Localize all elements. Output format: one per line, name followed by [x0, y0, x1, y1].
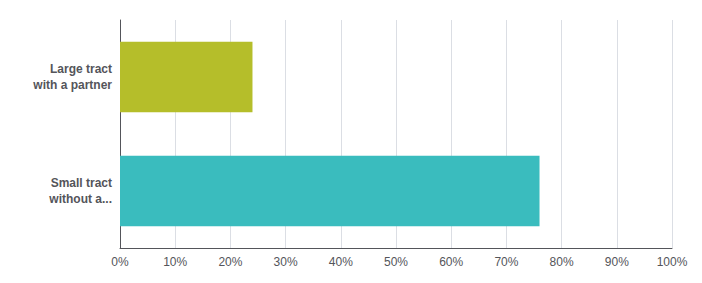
svg-text:Small tract: Small tract	[51, 176, 112, 190]
svg-text:60%: 60%	[439, 255, 463, 269]
svg-text:50%: 50%	[384, 255, 408, 269]
svg-text:100%: 100%	[657, 255, 688, 269]
svg-text:10%: 10%	[163, 255, 187, 269]
svg-text:70%: 70%	[494, 255, 518, 269]
svg-text:90%: 90%	[605, 255, 629, 269]
svg-text:Large tract: Large tract	[50, 62, 112, 76]
svg-text:0%: 0%	[111, 255, 129, 269]
svg-text:without a...: without a...	[48, 192, 112, 206]
svg-text:80%: 80%	[550, 255, 574, 269]
svg-text:40%: 40%	[329, 255, 353, 269]
svg-text:30%: 30%	[274, 255, 298, 269]
svg-text:with a partner: with a partner	[32, 78, 112, 92]
svg-text:20%: 20%	[218, 255, 242, 269]
